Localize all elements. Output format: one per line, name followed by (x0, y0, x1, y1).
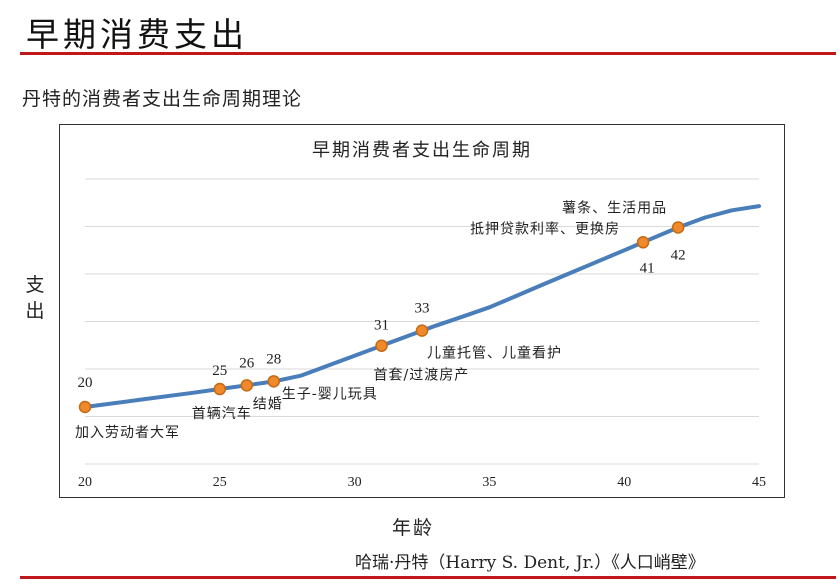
data-point-marker (671, 221, 685, 234)
chart-frame: 20 25 30 35 40 45 20 加入劳动者大军 25 首辆汽车 26 结婚 28 生子-婴儿玩具… (59, 124, 785, 498)
y-axis-label: 支出 (25, 274, 45, 322)
data-label: 28 (266, 351, 281, 367)
x-tick-label: 20 (78, 475, 92, 490)
point-annotation: 结婚 (253, 396, 283, 412)
point-annotation: 生子-婴儿玩具 (282, 386, 378, 402)
data-point-marker (240, 379, 254, 392)
data-point-marker (267, 375, 280, 388)
data-label: 33 (415, 301, 430, 317)
x-tick-label: 30 (348, 475, 362, 490)
point-annotation: 加入劳动者大军 (75, 425, 180, 441)
source-citation: 哈瑞·丹特（Harry S. Dent, Jr.）《人口峭壁》 (355, 553, 705, 573)
point-annotation: 抵押贷款利率、更换房 (470, 220, 620, 237)
data-label: 25 (212, 363, 227, 379)
slide-subtitle: 丹特的消费者支出生命周期理论 (22, 88, 303, 110)
chart-title: 早期消费者支出生命周期 (312, 140, 532, 161)
x-tick-label: 35 (482, 475, 496, 490)
bottom-divider (20, 576, 836, 579)
data-label: 42 (671, 247, 686, 263)
data-label: 26 (239, 355, 255, 371)
data-point-marker (415, 324, 429, 337)
point-annotation: 首套/过渡房产 (374, 368, 470, 384)
data-point-marker (375, 339, 388, 352)
data-label: 41 (640, 260, 655, 276)
x-tick-label: 25 (213, 475, 227, 490)
data-point-marker (636, 236, 650, 249)
point-annotation: 薯条、生活用品 (562, 199, 667, 216)
data-point-marker (213, 382, 227, 396)
x-axis-label: 年龄 (392, 517, 435, 539)
data-label: 31 (374, 318, 389, 334)
x-tick-label: 40 (617, 475, 631, 490)
x-tick-label: 45 (752, 475, 766, 490)
data-label: 20 (78, 375, 93, 391)
point-annotation: 儿童托管、儿童看护 (427, 345, 562, 362)
line-chart: 20 25 30 35 40 45 20 加入劳动者大军 25 首辆汽车 26 结婚 28 生子-婴儿玩具… (75, 178, 766, 490)
title-divider (20, 52, 836, 55)
point-annotation: 首辆汽车 (192, 405, 252, 422)
data-point-marker (78, 400, 92, 414)
slide-title: 早期消费支出 (26, 15, 248, 54)
